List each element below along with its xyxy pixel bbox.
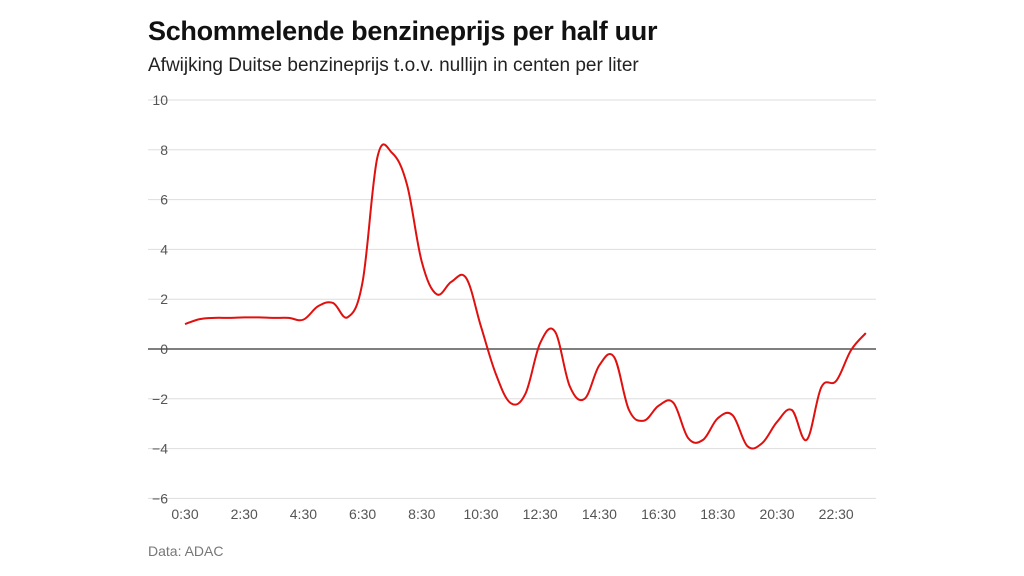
- data-point: [331, 301, 335, 305]
- data-point: [612, 355, 616, 359]
- chart-title: Schommelende benzineprijs per half uur: [148, 16, 658, 46]
- x-tick-label: 12:30: [523, 506, 558, 522]
- x-tick-label: 8:30: [408, 506, 435, 522]
- data-point: [523, 392, 527, 396]
- y-tick-label: −4: [152, 441, 168, 457]
- y-tick-label: 0: [160, 341, 168, 357]
- data-point: [287, 316, 291, 320]
- x-tick-label: 2:30: [231, 506, 258, 522]
- data-point: [716, 416, 720, 420]
- y-tick-label: 4: [160, 241, 168, 257]
- x-tick-label: 10:30: [463, 506, 498, 522]
- data-point: [198, 317, 202, 321]
- data-point: [583, 397, 587, 401]
- data-point: [790, 408, 794, 412]
- data-point: [257, 315, 261, 319]
- x-tick-label: 16:30: [641, 506, 676, 522]
- y-tick-label: 2: [160, 291, 168, 307]
- data-point: [435, 292, 439, 296]
- data-point: [509, 401, 513, 405]
- data-point: [420, 260, 424, 264]
- data-point: [390, 151, 394, 155]
- data-point: [346, 315, 350, 319]
- y-tick-label: 10: [152, 92, 168, 108]
- data-point: [538, 341, 542, 345]
- data-point: [213, 316, 217, 320]
- x-tick-label: 4:30: [290, 506, 317, 522]
- data-point: [864, 331, 868, 335]
- data-point: [361, 280, 365, 284]
- y-tick-label: 6: [160, 192, 168, 208]
- data-point: [464, 276, 468, 280]
- data-point: [301, 318, 305, 322]
- data-point: [272, 316, 276, 320]
- data-point: [760, 441, 764, 445]
- x-tick-label: 22:30: [819, 506, 854, 522]
- data-point: [227, 316, 231, 320]
- data-point: [805, 438, 809, 442]
- x-tick-label: 20:30: [759, 506, 794, 522]
- y-tick-label: −2: [152, 391, 168, 407]
- x-tick-label: 14:30: [582, 506, 617, 522]
- x-tick-label: 0:30: [171, 506, 198, 522]
- data-point: [819, 385, 823, 389]
- source-note: Data: ADAC: [148, 543, 224, 559]
- x-tick-label: 6:30: [349, 506, 376, 522]
- data-point: [834, 379, 838, 383]
- data-point: [627, 408, 631, 412]
- data-point: [568, 384, 572, 388]
- data-point: [657, 404, 661, 408]
- data-point: [494, 372, 498, 376]
- data-point: [849, 348, 853, 352]
- data-point: [316, 304, 320, 308]
- data-point: [671, 401, 675, 405]
- y-tick-label: 8: [160, 142, 168, 158]
- data-point: [642, 419, 646, 423]
- data-point: [242, 315, 246, 319]
- data-point: [479, 325, 483, 329]
- data-point: [375, 155, 379, 159]
- data-point: [553, 330, 557, 334]
- data-point: [405, 183, 409, 187]
- price-deviation-line: [184, 143, 867, 450]
- data-point: [686, 436, 690, 440]
- data-point: [183, 322, 187, 326]
- data-point: [731, 413, 735, 417]
- data-point: [449, 280, 453, 284]
- data-point: [745, 444, 749, 448]
- data-point: [597, 363, 601, 367]
- x-tick-label: 18:30: [700, 506, 735, 522]
- chart-subtitle: Afwijking Duitse benzineprijs t.o.v. nul…: [148, 55, 639, 76]
- y-tick-label: −6: [152, 490, 168, 506]
- data-point: [701, 438, 705, 442]
- data-point: [775, 420, 779, 424]
